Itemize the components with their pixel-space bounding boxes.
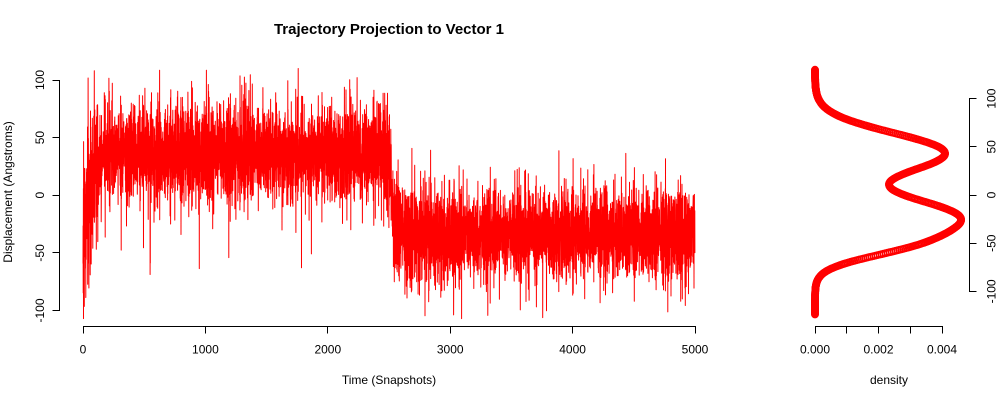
svg-text:0: 0 — [33, 192, 47, 199]
svg-text:0.002: 0.002 — [863, 343, 893, 357]
svg-text:0.000: 0.000 — [800, 343, 830, 357]
svg-text:0: 0 — [985, 191, 999, 198]
svg-text:Time (Snapshots): Time (Snapshots) — [342, 373, 436, 387]
svg-text:2000: 2000 — [314, 343, 341, 357]
svg-text:4000: 4000 — [559, 343, 586, 357]
svg-text:1000: 1000 — [192, 343, 219, 357]
svg-text:-50: -50 — [985, 234, 999, 252]
svg-text:Trajectory Projection to Vecto: Trajectory Projection to Vector 1 — [274, 21, 504, 38]
svg-text:0.004: 0.004 — [927, 343, 957, 357]
svg-text:3000: 3000 — [437, 343, 464, 357]
svg-text:Displacement (Angstroms): Displacement (Angstroms) — [1, 121, 15, 262]
svg-text:-50: -50 — [33, 244, 47, 262]
svg-text:-100: -100 — [985, 279, 999, 303]
svg-text:50: 50 — [985, 140, 999, 154]
svg-text:0: 0 — [80, 343, 87, 357]
svg-text:5000: 5000 — [682, 343, 709, 357]
svg-text:density: density — [870, 373, 908, 387]
svg-text:50: 50 — [33, 131, 47, 145]
svg-text:100: 100 — [33, 70, 47, 90]
svg-text:-100: -100 — [33, 298, 47, 322]
svg-text:100: 100 — [985, 88, 999, 108]
